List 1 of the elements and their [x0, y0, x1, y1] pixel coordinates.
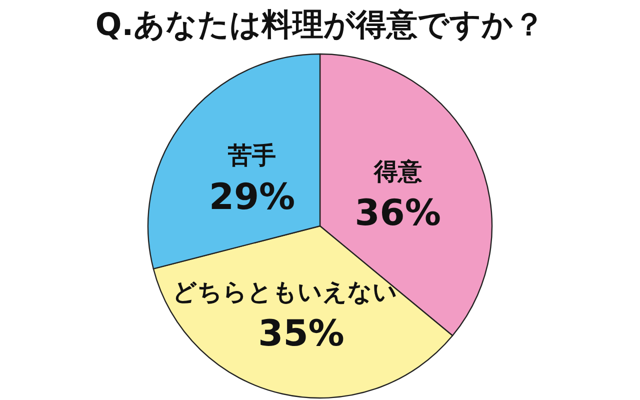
title: Q.あなたは料理が得意ですか？: [95, 7, 545, 43]
